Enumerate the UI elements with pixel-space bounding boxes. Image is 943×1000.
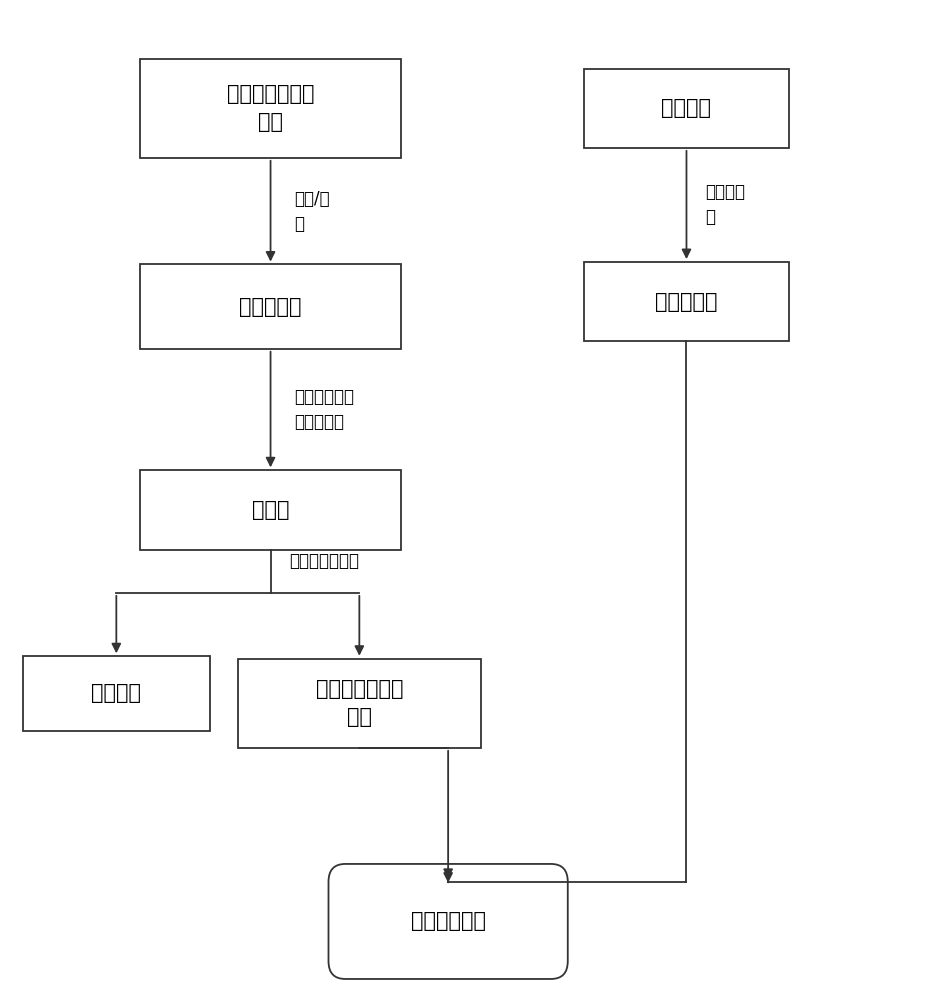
Bar	[140, 470, 402, 550]
Text: 溅射、蒸
发: 溅射、蒸 发	[705, 183, 745, 226]
Bar	[140, 59, 402, 158]
Text: 金属侵润层: 金属侵润层	[240, 297, 302, 317]
Bar	[584, 69, 789, 148]
Text: 施加一向上拉力: 施加一向上拉力	[290, 552, 359, 570]
Text: 碳纳米管阵列焊
锡面: 碳纳米管阵列焊 锡面	[316, 679, 403, 727]
Text: 溅射/蒸
发: 溅射/蒸 发	[294, 190, 329, 233]
FancyBboxPatch shape	[328, 864, 568, 979]
Text: 生长基板: 生长基板	[91, 683, 141, 703]
Text: 铺焊锡条，并
加热、冷却: 铺焊锡条，并 加热、冷却	[294, 388, 354, 431]
Bar	[584, 262, 789, 341]
Bar	[238, 659, 481, 748]
Text: 电子器件: 电子器件	[661, 98, 711, 118]
Bar	[23, 656, 209, 731]
Text: 碳纳米管阵列自
由端: 碳纳米管阵列自 由端	[227, 84, 314, 132]
Text: 接触加热冷却: 接触加热冷却	[410, 911, 486, 931]
Text: 焊锡层: 焊锡层	[252, 500, 290, 520]
Text: 金属侵润层: 金属侵润层	[655, 292, 718, 312]
Bar	[140, 264, 402, 349]
